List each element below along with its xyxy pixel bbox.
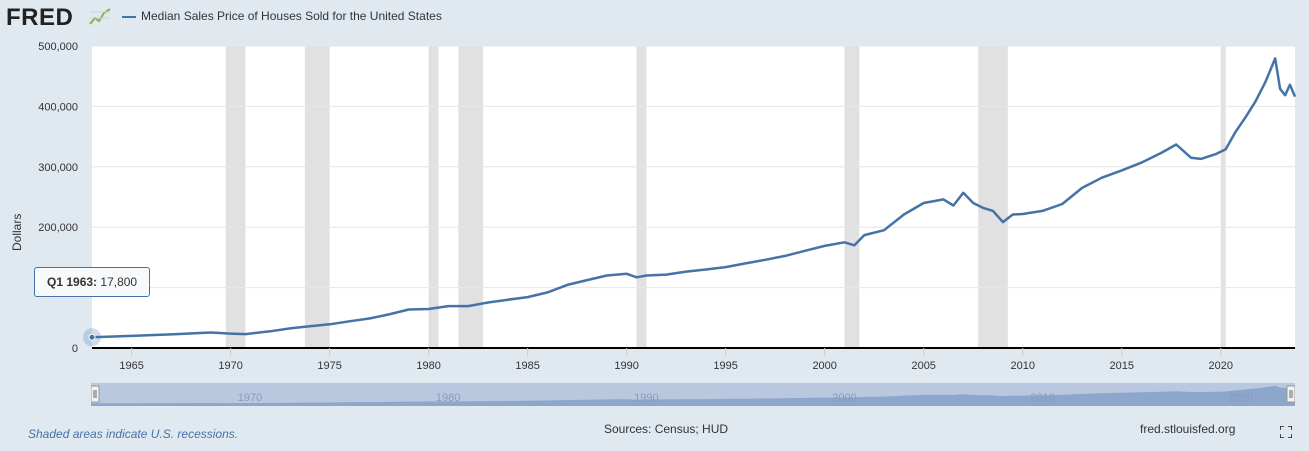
y-tick-label: 0 xyxy=(72,343,78,355)
tooltip-period: Q1 1963: xyxy=(47,275,98,289)
y-tick-label: 400,000 xyxy=(38,101,78,113)
navigator-label: 2000 xyxy=(832,392,856,404)
navigator-label: 1970 xyxy=(238,392,262,404)
y-tick-label: 300,000 xyxy=(38,162,78,174)
recession-band xyxy=(844,46,860,348)
recession-note: Shaded areas indicate U.S. recessions. xyxy=(28,427,239,441)
navigator-left-handle[interactable] xyxy=(91,385,100,403)
line-chart[interactable]: 0 200,000 300,000 400,000 500,000 1965 1970 197… xyxy=(0,36,1309,380)
recession-band xyxy=(978,46,1008,348)
sources-text: Sources: Census; HUD xyxy=(604,422,729,436)
plot-background xyxy=(92,46,1295,348)
tooltip-value: 17,800 xyxy=(100,275,138,289)
range-navigator[interactable]: 1970 1980 1990 2000 2010 2020 xyxy=(91,383,1295,406)
legend-line-icon xyxy=(122,16,136,18)
navigator-area xyxy=(91,385,1295,406)
x-tick-label: 2000 xyxy=(812,360,836,372)
x-tick-label: 1995 xyxy=(713,360,737,372)
hover-marker xyxy=(88,333,96,341)
recession-band xyxy=(1220,46,1226,348)
y-tick-label: 500,000 xyxy=(38,41,78,53)
x-tick-label: 1980 xyxy=(416,360,440,372)
navigator-label: 1990 xyxy=(634,392,658,404)
y-tick-label: 200,000 xyxy=(38,222,78,234)
x-tick-label: 1970 xyxy=(218,360,242,372)
recession-band xyxy=(636,46,647,348)
recession-band xyxy=(428,46,439,348)
x-tick-label: 1965 xyxy=(119,360,143,372)
series-line xyxy=(91,57,1297,339)
x-tick-label: 2015 xyxy=(1109,360,1133,372)
navigator-label: 2010 xyxy=(1030,392,1054,404)
x-tick-label: 2010 xyxy=(1010,360,1034,372)
recession-band xyxy=(225,46,246,348)
x-tick-label: 2005 xyxy=(911,360,935,372)
site-link[interactable]: fred.stlouisfed.org xyxy=(1140,422,1236,436)
navigator-label: 1980 xyxy=(436,392,460,404)
x-tick-label: 2020 xyxy=(1208,360,1232,372)
y-axis-label: Dollars xyxy=(10,213,24,251)
chart-area: 0 200,000 300,000 400,000 500,000 1965 1970 197… xyxy=(0,36,1309,380)
x-tick-label: 1975 xyxy=(317,360,341,372)
chart-tooltip: Q1 1963: 17,800 xyxy=(34,267,150,297)
fred-graph-logo-icon xyxy=(88,6,112,28)
navigator-label: 2020 xyxy=(1229,392,1253,404)
recession-band xyxy=(304,46,330,348)
navigator-right-handle[interactable] xyxy=(1286,385,1295,403)
legend-series-label[interactable]: Median Sales Price of Houses Sold for th… xyxy=(141,9,442,23)
fred-logo[interactable]: FRED xyxy=(6,4,74,31)
recession-band xyxy=(458,46,484,348)
fullscreen-icon[interactable] xyxy=(1280,426,1292,438)
x-tick-label: 1985 xyxy=(515,360,539,372)
chart-header: FRED Median Sales Price of Houses Sold f… xyxy=(0,0,1309,36)
x-tick-label: 1990 xyxy=(614,360,638,372)
